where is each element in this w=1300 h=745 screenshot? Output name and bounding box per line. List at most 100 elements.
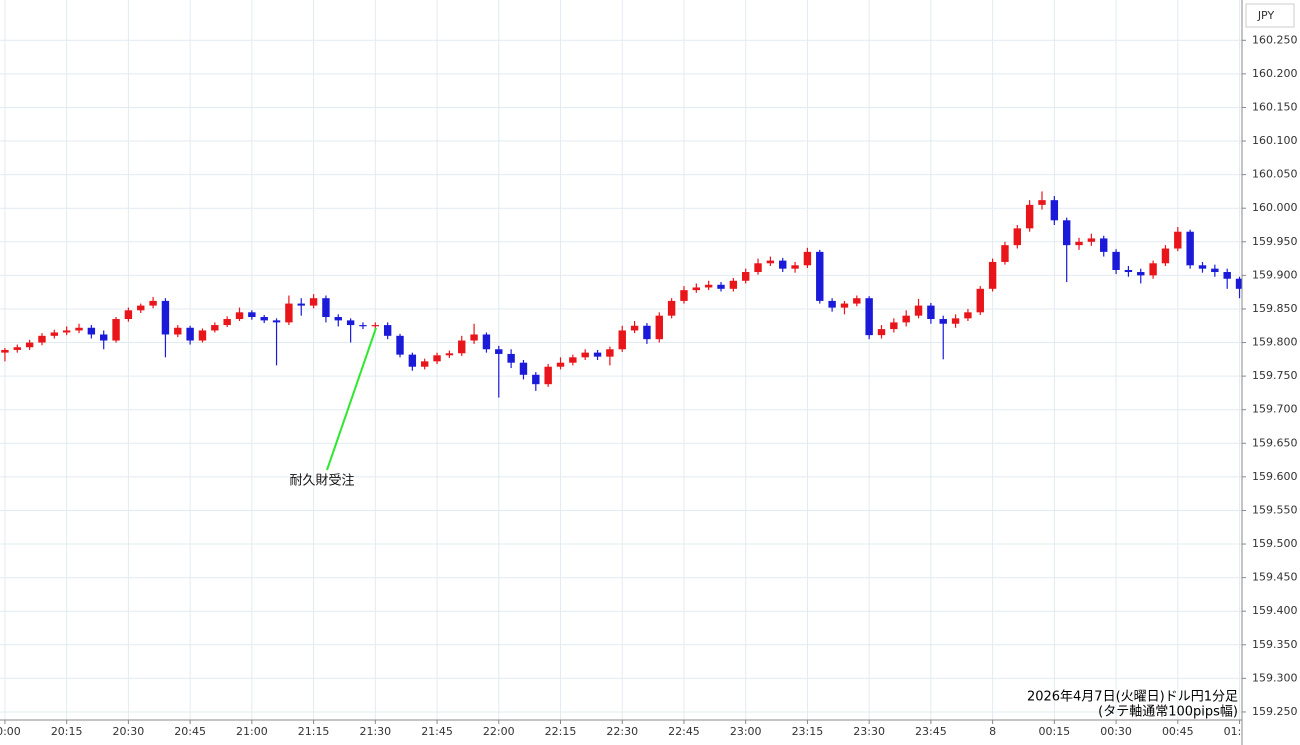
y-tick-label: 159.600	[1252, 470, 1298, 483]
candle-body	[914, 305, 923, 316]
candle-body	[655, 315, 663, 340]
candle-body	[1050, 200, 1059, 221]
candle-body	[334, 317, 342, 321]
x-tick-label: 00:15	[1038, 725, 1070, 738]
candle-body	[309, 298, 318, 306]
candle-body	[865, 298, 873, 336]
candle-body	[408, 354, 417, 367]
plot-area	[1, 191, 1242, 398]
candle-body	[383, 325, 392, 336]
candle-body	[198, 330, 207, 341]
candle-body	[470, 334, 478, 341]
x-tick-label: 20:30	[113, 725, 145, 738]
y-tick-label: 160.000	[1252, 201, 1298, 214]
candle-body	[223, 319, 231, 326]
candle-body	[359, 325, 367, 327]
candle-body	[149, 300, 157, 306]
y-tick-label: 160.050	[1252, 168, 1298, 181]
candle-body	[1124, 270, 1133, 273]
x-tick-label: 21:45	[421, 725, 453, 738]
candle-body	[519, 362, 528, 375]
candle-body	[890, 322, 898, 330]
candle-body	[1013, 228, 1022, 246]
x-tick-label: 22:15	[545, 725, 577, 738]
x-tick-label: 21:30	[359, 725, 391, 738]
x-tick-label: 01:00	[1224, 725, 1256, 738]
y-tick-label: 159.300	[1252, 671, 1298, 684]
x-tick-label: 00:45	[1162, 725, 1194, 738]
candle-body	[569, 357, 577, 363]
candle-body	[593, 352, 602, 357]
candle-body	[1186, 231, 1194, 266]
candle-body	[741, 272, 750, 281]
candle-body	[1038, 200, 1046, 205]
candle-body	[272, 320, 281, 323]
candle-body	[433, 355, 441, 362]
y-tick-label: 159.800	[1252, 336, 1298, 349]
chart-title: 2026年4月7日(火曜日)ドル円1分足	[1027, 690, 1238, 705]
candle-body	[532, 374, 540, 385]
y-tick-label: 160.100	[1252, 134, 1298, 147]
annotation-line	[326, 327, 377, 471]
candle-body	[606, 349, 614, 357]
candle-body	[445, 353, 454, 356]
candle-body	[1001, 245, 1009, 262]
candle-body	[803, 251, 812, 266]
unit-box	[1245, 3, 1295, 28]
candle-body	[420, 361, 429, 367]
candle-body	[766, 260, 775, 264]
x-tick-label: 22:30	[606, 725, 638, 738]
candle-body	[25, 342, 34, 348]
candle-body	[544, 366, 552, 385]
x-tick-label: 20:15	[51, 725, 83, 738]
candle-body	[680, 290, 688, 301]
candle-body	[1149, 263, 1157, 276]
annotation: 耐久財受注	[289, 474, 354, 489]
candle-body	[1025, 204, 1034, 229]
candle-body	[297, 303, 305, 306]
candle-body	[248, 312, 256, 318]
candle-body	[939, 319, 947, 324]
candle-body	[853, 298, 861, 304]
y-tick-label: 159.750	[1252, 369, 1298, 382]
candle-body	[704, 284, 713, 288]
candle-body	[630, 325, 639, 331]
candle-body	[235, 312, 244, 320]
candle-body	[618, 330, 626, 350]
candle-body	[988, 261, 997, 289]
y-tick-label: 159.900	[1252, 268, 1298, 281]
candle-body	[87, 327, 96, 335]
candle-body	[1062, 220, 1071, 246]
candle-body	[816, 251, 824, 301]
candle-body	[1075, 241, 1083, 246]
x-tick-label: 21:15	[298, 725, 330, 738]
candle-body	[1112, 251, 1120, 270]
candle-body	[1100, 238, 1108, 252]
candle-body	[285, 303, 293, 323]
candle-body	[828, 300, 836, 308]
candle-body	[260, 317, 268, 321]
x-tick-label: 00:30	[1100, 725, 1132, 738]
candle-body	[877, 329, 886, 336]
candle-body	[137, 305, 145, 311]
candle-body	[62, 330, 71, 333]
candle-body	[75, 327, 83, 331]
candle-body	[556, 362, 565, 367]
y-tick-label: 159.700	[1252, 403, 1298, 416]
grid	[0, 0, 1242, 720]
candle-body	[840, 303, 849, 308]
candle-body	[717, 284, 725, 289]
candle-body	[161, 300, 170, 335]
candle-body	[1087, 238, 1096, 242]
candle-body	[100, 334, 108, 341]
y-tick-label: 159.450	[1252, 571, 1298, 584]
y-tick-label: 159.650	[1252, 436, 1298, 449]
candle-body	[482, 334, 491, 350]
candle-body	[581, 352, 589, 358]
candle-body	[458, 340, 466, 354]
candle-body	[50, 332, 59, 336]
y-tick-label: 159.400	[1252, 604, 1298, 617]
candle-body	[1161, 248, 1170, 264]
